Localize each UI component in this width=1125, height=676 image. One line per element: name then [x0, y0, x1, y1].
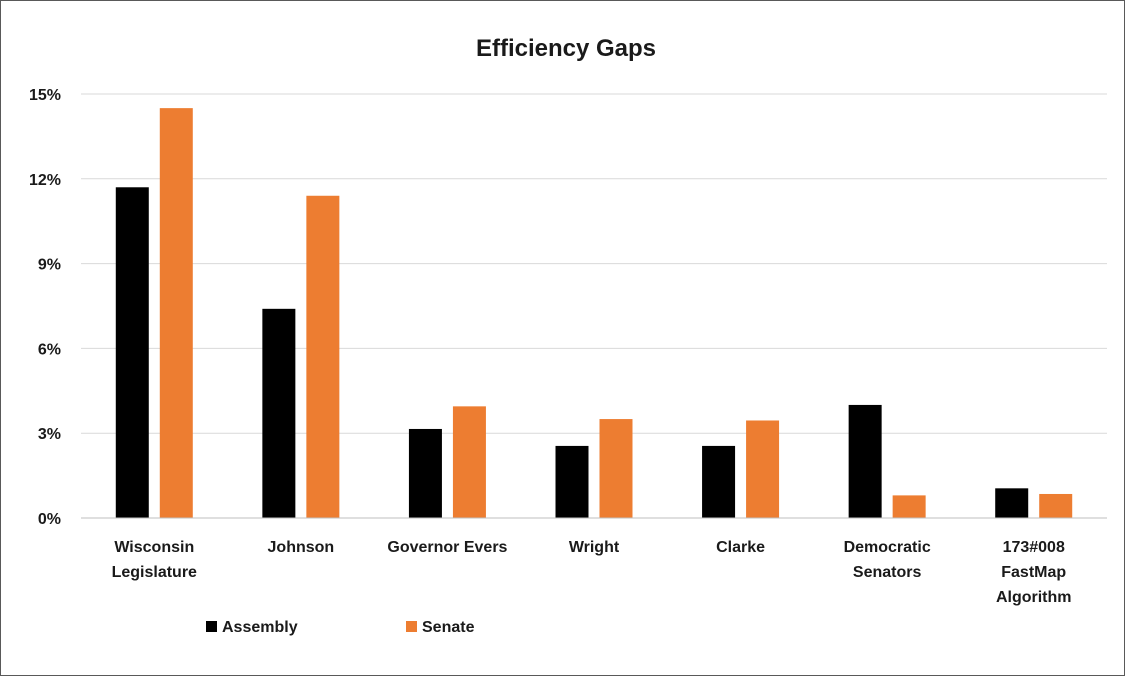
x-tick-label: Legislature [112, 564, 197, 581]
bar-senate [599, 419, 633, 518]
legend-swatch-senate [406, 621, 417, 632]
x-tick-label: Governor Evers [387, 539, 507, 556]
bar-assembly [555, 445, 589, 518]
y-tick-label: 15% [29, 87, 61, 104]
bar-assembly [848, 404, 882, 518]
y-tick-label: 3% [38, 426, 61, 443]
bar-assembly [262, 308, 296, 518]
x-tick-label: Johnson [268, 539, 335, 556]
bar-assembly [995, 488, 1029, 518]
legend-label-senate: Senate [422, 619, 475, 636]
bar-senate [746, 420, 780, 518]
gridlines [81, 93, 1107, 434]
y-tick-label: 6% [38, 341, 61, 358]
x-tick-label: Algorithm [996, 589, 1072, 606]
bars [115, 108, 1073, 518]
bar-assembly [408, 428, 442, 518]
legend-swatch-assembly [206, 621, 217, 632]
legend-label-assembly: Assembly [222, 619, 298, 636]
x-tick-label: Clarke [716, 539, 765, 556]
legend: Assembly Senate [206, 619, 475, 636]
x-tick-label: Wisconsin [114, 539, 194, 556]
bar-assembly [702, 445, 736, 518]
bar-assembly [115, 187, 149, 518]
y-tick-label: 9% [38, 257, 61, 274]
bar-senate [306, 195, 340, 518]
x-tick-label: 173#008 [1003, 539, 1065, 556]
y-tick-label: 0% [38, 511, 61, 528]
x-tick-label: Senators [853, 564, 922, 581]
y-axis-ticks: 0% 3% 6% 9% 12% 15% [29, 87, 61, 528]
x-tick-label: Democratic [844, 539, 931, 556]
x-tick-label: Wright [569, 539, 620, 556]
x-tick-label: FastMap [1001, 564, 1066, 581]
x-axis-labels: Wisconsin Legislature Johnson Governor Ever… [112, 539, 1072, 606]
y-tick-label: 12% [29, 172, 61, 189]
bar-senate [892, 495, 926, 518]
chart-title: Efficiency Gaps [476, 35, 656, 62]
bar-senate [159, 108, 193, 518]
bar-senate [1039, 493, 1073, 518]
bar-senate [452, 406, 486, 518]
